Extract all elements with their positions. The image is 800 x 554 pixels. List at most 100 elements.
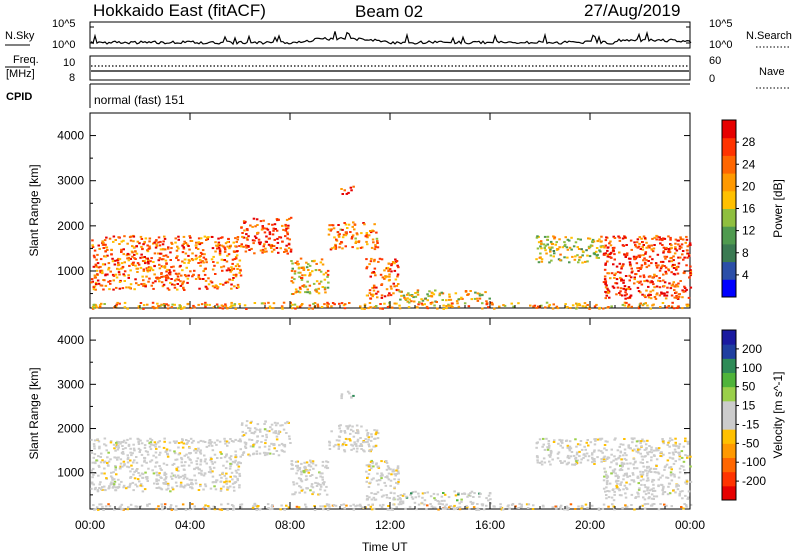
velocity-echo-cell bbox=[116, 441, 120, 444]
power-echo-cell bbox=[371, 238, 375, 241]
velocity-echo-cell bbox=[613, 455, 616, 458]
velocity-echo-cell bbox=[596, 438, 600, 441]
power-echo-cell bbox=[268, 237, 271, 240]
velocity-y-tick-label: 2000 bbox=[57, 422, 84, 436]
velocity-echo-cell bbox=[657, 447, 661, 450]
power-echo-cell bbox=[369, 260, 373, 263]
power-echo-cell bbox=[157, 277, 160, 280]
power-echo-cell bbox=[147, 266, 151, 269]
velocity-echo-cell bbox=[646, 439, 649, 442]
velocity-echo-cell bbox=[568, 440, 572, 443]
velocity-echo-cell bbox=[372, 465, 375, 468]
velocity-echo-cell bbox=[134, 505, 137, 508]
velocity-echo-cell bbox=[118, 483, 121, 486]
velocity-echo-cell bbox=[603, 444, 607, 446]
velocity-echo-cell bbox=[244, 445, 247, 448]
velocity-echo-cell bbox=[397, 472, 400, 475]
velocity-echo-cell bbox=[305, 475, 308, 478]
power-echo-cell bbox=[664, 257, 667, 260]
power-echo-cell bbox=[688, 242, 692, 245]
velocity-echo-cell bbox=[326, 461, 330, 464]
power-echo-cell bbox=[397, 289, 400, 292]
power-echo-cell bbox=[272, 307, 275, 310]
velocity-echo-cell bbox=[622, 462, 626, 465]
velocity-echo-cell bbox=[229, 465, 232, 468]
power-echo-cell bbox=[675, 297, 679, 300]
velocity-echo-cell bbox=[661, 493, 665, 496]
power-echo-cell bbox=[646, 304, 649, 307]
velocity-echo-cell bbox=[372, 496, 376, 499]
velocity-echo-cell bbox=[102, 509, 105, 511]
power-echo-cell bbox=[586, 260, 589, 263]
velocity-echo-cell bbox=[146, 453, 150, 456]
velocity-echo-cell bbox=[129, 503, 133, 506]
power-echo-cell bbox=[643, 261, 647, 264]
velocity-echo-cell bbox=[295, 505, 299, 508]
velocity-echo-cell bbox=[387, 478, 391, 481]
noise-sky-line bbox=[90, 30, 692, 46]
velocity-echo-cell bbox=[616, 482, 619, 485]
velocity-echo-cell bbox=[93, 461, 97, 464]
power-echo-cell bbox=[94, 276, 97, 279]
velocity-echo-cell bbox=[344, 437, 348, 440]
velocity-echo-cell bbox=[392, 496, 396, 499]
power-echo-cell bbox=[677, 239, 680, 242]
power-echo-cell bbox=[201, 249, 205, 252]
velocity-echo-cell bbox=[677, 484, 680, 487]
power-echo-cell bbox=[306, 280, 309, 283]
velocity-echo-cell bbox=[105, 449, 108, 452]
velocity-echo-cell bbox=[319, 505, 322, 508]
velocity-echo-cell bbox=[659, 503, 662, 505]
velocity-echo-cell bbox=[365, 495, 369, 498]
velocity-echo-cell bbox=[604, 440, 607, 443]
power-echo-cell bbox=[136, 271, 139, 273]
power-echo-cell bbox=[661, 264, 664, 267]
velocity-echo-cell bbox=[566, 508, 569, 511]
velocity-echo-cell bbox=[341, 443, 345, 446]
power-echo-cell bbox=[166, 255, 170, 258]
velocity-echo-cell bbox=[114, 445, 118, 448]
power-echo-cell bbox=[629, 264, 632, 267]
power-echo-cell bbox=[607, 290, 611, 293]
power-echo-cell bbox=[622, 279, 625, 282]
power-echo-cell bbox=[203, 235, 207, 238]
power-echo-cell bbox=[108, 288, 111, 291]
velocity-echo-cell bbox=[612, 471, 615, 474]
velocity-echo-cell bbox=[262, 451, 266, 454]
velocity-echo-cell bbox=[105, 477, 108, 480]
velocity-echo-cell bbox=[652, 467, 656, 470]
power-echo-cell bbox=[370, 257, 373, 260]
velocity-echo-cell bbox=[340, 504, 343, 506]
power-echo-cell bbox=[131, 245, 134, 248]
power-echo-cell bbox=[131, 251, 134, 254]
power-echo-cell bbox=[622, 287, 625, 290]
velocity-echo-cell bbox=[655, 449, 658, 452]
velocity-echo-cell bbox=[321, 472, 324, 475]
power-echo-cell bbox=[238, 265, 241, 268]
velocity-echo-cell bbox=[129, 437, 132, 440]
power-echo-cell bbox=[378, 257, 382, 260]
velocity-echo-cell bbox=[199, 463, 202, 466]
velocity-echo-cell bbox=[211, 475, 215, 478]
velocity-echo-cell bbox=[319, 485, 323, 488]
power-echo-cell bbox=[647, 285, 650, 288]
velocity-echo-cell bbox=[396, 465, 400, 468]
power-echo-cell bbox=[164, 248, 167, 251]
power-echo-cell bbox=[588, 307, 591, 310]
velocity-echo-cell bbox=[173, 450, 176, 453]
velocity-echo-cell bbox=[188, 478, 192, 481]
power-echo-cell bbox=[230, 304, 233, 307]
power-echo-cell bbox=[595, 256, 599, 259]
velocity-echo-cell bbox=[363, 450, 366, 453]
power-echo-cell bbox=[308, 292, 312, 295]
power-echo-cell bbox=[142, 284, 145, 287]
velocity-echo-cell bbox=[172, 462, 176, 465]
velocity-echo-cell bbox=[133, 477, 137, 480]
velocity-echo-cell bbox=[627, 467, 630, 470]
power-echo-cell bbox=[664, 266, 668, 269]
power-echo-cell bbox=[566, 248, 570, 251]
power-echo-cell bbox=[96, 273, 99, 276]
velocity-echo-cell bbox=[242, 434, 246, 437]
power-echo-cell bbox=[91, 239, 94, 242]
